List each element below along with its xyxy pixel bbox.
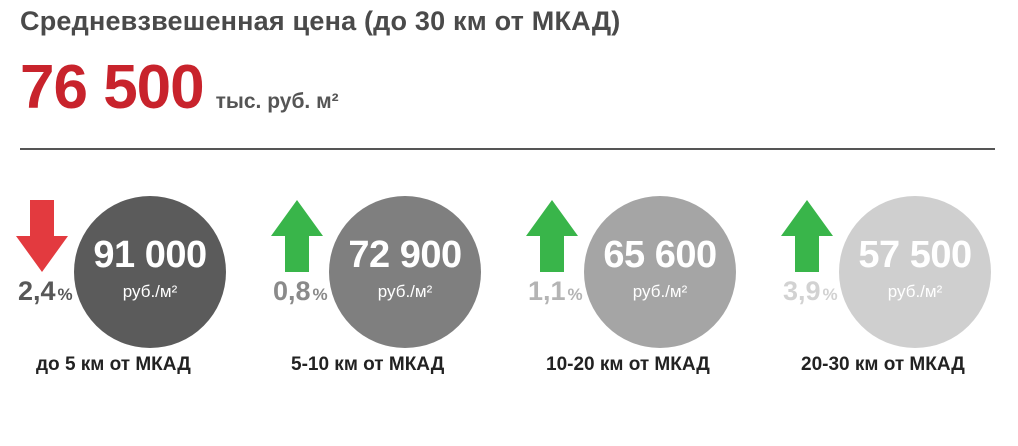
zone-price: 65 600 <box>603 234 717 276</box>
change-percent: 2,4% <box>18 276 73 307</box>
divider <box>20 148 995 150</box>
price-circle: 57 500 руб./м² <box>839 196 991 348</box>
zone-price: 72 900 <box>348 234 462 276</box>
zone-price: 57 500 <box>858 234 972 276</box>
price-circle: 72 900 руб./м² <box>329 196 481 348</box>
zone-card-20-30km: 3,9% 57 500 руб./м² 20-30 км от МКАД <box>781 196 1018 386</box>
zone-card-5-10km: 0,8% 72 900 руб./м² 5-10 км от МКАД <box>271 196 511 386</box>
percent-sign: % <box>567 285 583 304</box>
price-circle: 65 600 руб./м² <box>584 196 736 348</box>
arrow-up-icon <box>526 200 578 272</box>
zone-label: 5-10 км от МКАД <box>291 354 445 375</box>
zone-label: 10-20 км от МКАД <box>546 354 710 375</box>
arrow-up-icon <box>271 200 323 272</box>
zone-price-unit: руб./м² <box>632 282 688 301</box>
arrow-up-icon <box>781 200 833 272</box>
zone-price: 91 000 <box>93 234 207 276</box>
change-value: 3,9 <box>783 276 821 306</box>
headline-price-value: 76 500 <box>20 53 205 122</box>
zone-price-unit: руб./м² <box>377 282 433 301</box>
change-percent: 3,9% <box>783 276 838 307</box>
change-percent: 0,8% <box>273 276 328 307</box>
zone-price-unit: руб./м² <box>887 282 943 301</box>
arrow-down-icon <box>16 200 68 272</box>
percent-sign: % <box>312 285 328 304</box>
price-circle: 91 000 руб./м² <box>74 196 226 348</box>
zone-label: 20-30 км от МКАД <box>801 354 965 375</box>
zone-label: до 5 км от МКАД <box>36 354 191 375</box>
change-value: 1,1 <box>528 276 566 306</box>
zone-card-0-5km: 2,4% 91 000 руб./м² до 5 км от МКАД <box>16 196 256 386</box>
page-title: Средневзвешенная цена (до 30 км от МКАД) <box>20 6 621 36</box>
zone-card-10-20km: 1,1% 65 600 руб./м² 10-20 км от МКАД <box>526 196 766 386</box>
headline-price-unit: тыс. руб. м² <box>215 90 339 113</box>
change-value: 0,8 <box>273 276 311 306</box>
change-percent: 1,1% <box>528 276 583 307</box>
percent-sign: % <box>57 285 73 304</box>
zone-price-unit: руб./м² <box>122 282 178 301</box>
percent-sign: % <box>822 285 838 304</box>
headline-price: 76 500 тыс. руб. м² <box>20 52 339 123</box>
change-value: 2,4 <box>18 276 56 306</box>
